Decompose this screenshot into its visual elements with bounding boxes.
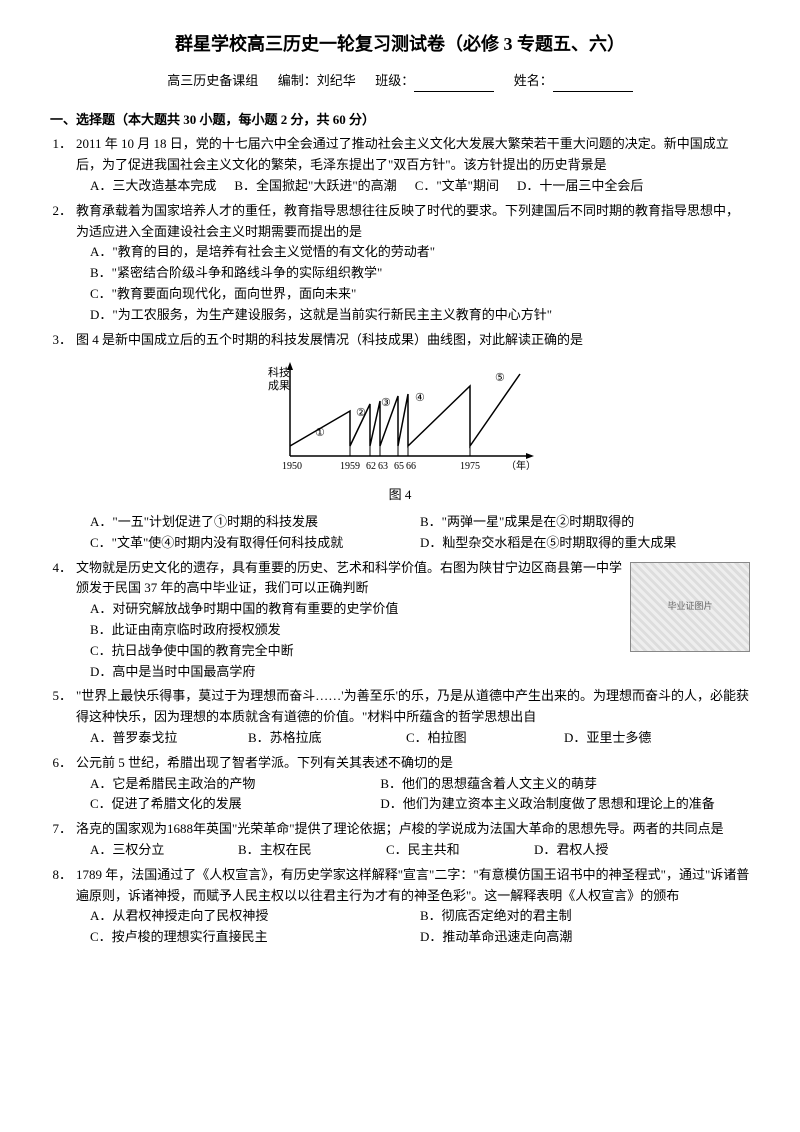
q2-text: 教育承载着为国家培养人才的重任，教育指导思想往往反映了时代的要求。下列建国后不同… <box>76 203 739 239</box>
q5-options: A．普罗泰戈拉 B．苏格拉底 C．柏拉图 D．亚里士多德 <box>50 728 750 749</box>
name-blank <box>553 78 633 92</box>
q3-opt-c: C．"文革"使④时期内没有取得任何科技成就 <box>90 533 420 554</box>
q8-num: 8． <box>50 865 72 886</box>
question-8: 8． 1789 年，法国通过了《人权宣言》，有历史学家这样解释"宣言"二字："有… <box>50 865 750 948</box>
seg-1: ① <box>315 427 325 439</box>
q2-opt-d: D．"为工农服务，为生产建设服务，这就是当前实行新民主主义教育的中心方针" <box>90 305 750 326</box>
seg-4: ④ <box>415 392 425 404</box>
xt-year: （年） <box>506 459 536 472</box>
question-7: 7． 洛克的国家观为1688年英国"光荣革命"提供了理论依据；卢梭的学说成为法国… <box>50 819 750 861</box>
q1-opt-b: B．全国掀起"大跃进"的高潮 <box>234 176 396 197</box>
q8-opt-c: C．按卢梭的理想实行直接民主 <box>90 927 420 948</box>
q6-opt-a: A．它是希腊民主政治的产物 <box>90 774 380 795</box>
q7-num: 7． <box>50 819 72 840</box>
q2-options: A．"教育的目的，是培养有社会主义觉悟的有文化的劳动者" B．"紧密结合阶级斗争… <box>50 242 750 325</box>
q3-num: 3． <box>50 330 72 351</box>
xt-63: 63 <box>378 461 388 472</box>
subtitle-row: 高三历史备课组 编制：刘纪华 班级： 姓名： <box>50 71 750 92</box>
question-3: 3． 图 4 是新中国成立后的五个时期的科技发展情况（科技成果）曲线图，对此解读… <box>50 330 750 554</box>
xt-62: 62 <box>366 461 376 472</box>
diploma-placeholder: 毕业证图片 <box>667 599 712 613</box>
q6-options: A．它是希腊民主政治的产物 B．他们的思想蕴含着人文主义的萌芽 C．促进了希腊文… <box>50 774 750 816</box>
q3-chart: 科技 成果 ① ② ③ ④ ⑤ 1950 1959 62 63 65 66 19… <box>50 356 750 506</box>
q2-opt-b: B．"紧密结合阶级斗争和路线斗争的实际组织教学" <box>90 263 750 284</box>
q4-text: 文物就是历史文化的遗存，具有重要的历史、艺术和科学价值。右图为陕甘宁边区商县第一… <box>76 560 622 596</box>
editor-name: 刘纪华 <box>317 73 356 88</box>
q3-options: A．"一五"计划促进了①时期的科技发展 B．"两弹一星"成果是在②时期取得的 C… <box>50 512 750 554</box>
class-blank <box>414 78 494 92</box>
section-1-header: 一、选择题（本大题共 30 小题，每小题 2 分，共 60 分） <box>50 110 750 131</box>
editor-label: 编制： <box>278 73 317 88</box>
q1-num: 1． <box>50 134 72 155</box>
y-label-2: 成果 <box>268 379 290 392</box>
q8-opt-b: B．彻底否定绝对的君主制 <box>420 906 750 927</box>
q1-opt-a: A．三大改造基本完成 <box>90 176 216 197</box>
q1-options: A．三大改造基本完成 B．全国掀起"大跃进"的高潮 C．"文革"期间 D．十一届… <box>50 176 750 197</box>
question-4: 毕业证图片 4． 文物就是历史文化的遗存，具有重要的历史、艺术和科学价值。右图为… <box>50 558 750 683</box>
q7-opt-d: D．君权人授 <box>534 840 664 861</box>
xt-66: 66 <box>406 461 416 472</box>
q8-opt-d: D．推动革命迅速走向高潮 <box>420 927 750 948</box>
q7-options: A．三权分立 B．主权在民 C．民主共和 D．君权人授 <box>50 840 750 861</box>
q7-opt-a: A．三权分立 <box>90 840 220 861</box>
xt-1959: 1959 <box>340 461 360 472</box>
q6-opt-c: C．促进了希腊文化的发展 <box>90 794 380 815</box>
q8-text: 1789 年，法国通过了《人权宣言》，有历史学家这样解释"宣言"二字："有意模仿… <box>76 867 749 903</box>
seg-3: ③ <box>381 397 391 409</box>
q7-opt-b: B．主权在民 <box>238 840 368 861</box>
q4-opt-d: D．高中是当时中国最高学府 <box>90 662 750 683</box>
q5-opt-c: C．柏拉图 <box>406 728 546 749</box>
q5-num: 5． <box>50 686 72 707</box>
q6-num: 6． <box>50 753 72 774</box>
q1-text: 2011 年 10 月 18 日，党的十七届六中全会通过了推动社会主义文化大发展… <box>76 136 729 172</box>
q1-opt-d: D．十一届三中全会后 <box>517 176 643 197</box>
name-label: 姓名： <box>514 73 553 88</box>
q2-num: 2． <box>50 201 72 222</box>
q5-opt-d: D．亚里士多德 <box>564 728 704 749</box>
q6-opt-b: B．他们的思想蕴含着人文主义的萌芽 <box>380 774 750 795</box>
q8-opt-a: A．从君权神授走向了民权神授 <box>90 906 420 927</box>
question-1: 1． 2011 年 10 月 18 日，党的十七届六中全会通过了推动社会主义文化… <box>50 134 750 196</box>
xt-1975: 1975 <box>460 461 480 472</box>
page-title: 群星学校高三历史一轮复习测试卷（必修 3 专题五、六） <box>50 30 750 59</box>
y-label-1: 科技 <box>268 365 290 379</box>
q7-opt-c: C．民主共和 <box>386 840 516 861</box>
seg-2: ② <box>356 407 366 419</box>
question-6: 6． 公元前 5 世纪，希腊出现了智者学派。下列有关其表述不确切的是 A．它是希… <box>50 753 750 815</box>
q1-opt-c: C．"文革"期间 <box>415 176 499 197</box>
xt-1950: 1950 <box>282 461 302 472</box>
q3-text: 图 4 是新中国成立后的五个时期的科技发展情况（科技成果）曲线图，对此解读正确的… <box>76 332 583 347</box>
class-label: 班级： <box>375 73 414 88</box>
q3-opt-d: D．籼型杂交水稻是在⑤时期取得的重大成果 <box>420 533 750 554</box>
seg-5: ⑤ <box>495 372 505 384</box>
tech-chart-svg: 科技 成果 ① ② ③ ④ ⑤ 1950 1959 62 63 65 66 19… <box>260 356 540 476</box>
q2-opt-c: C．"教育要面向现代化，面向世界，面向未来" <box>90 284 750 305</box>
q7-text: 洛克的国家观为1688年英国"光荣革命"提供了理论依据；卢梭的学说成为法国大革命… <box>76 821 724 836</box>
q4-num: 4． <box>50 558 72 579</box>
q2-opt-a: A．"教育的目的，是培养有社会主义觉悟的有文化的劳动者" <box>90 242 750 263</box>
question-2: 2． 教育承载着为国家培养人才的重任，教育指导思想往往反映了时代的要求。下列建国… <box>50 201 750 326</box>
question-5: 5． "世界上最快乐得事，莫过于为理想而奋斗……'为善至乐'的乐，乃是从道德中产… <box>50 686 750 748</box>
q5-text: "世界上最快乐得事，莫过于为理想而奋斗……'为善至乐'的乐，乃是从道德中产生出来… <box>76 688 749 724</box>
q6-opt-d: D．他们为建立资本主义政治制度做了思想和理论上的准备 <box>380 794 750 815</box>
q6-text: 公元前 5 世纪，希腊出现了智者学派。下列有关其表述不确切的是 <box>76 755 453 770</box>
chart-caption: 图 4 <box>50 485 750 506</box>
q8-options: A．从君权神授走向了民权神授 B．彻底否定绝对的君主制 C．按卢梭的理想实行直接… <box>50 906 750 948</box>
q5-opt-a: A．普罗泰戈拉 <box>90 728 230 749</box>
xt-65: 65 <box>394 461 404 472</box>
q3-opt-a: A．"一五"计划促进了①时期的科技发展 <box>90 512 420 533</box>
q3-opt-b: B．"两弹一星"成果是在②时期取得的 <box>420 512 750 533</box>
q5-opt-b: B．苏格拉底 <box>248 728 388 749</box>
group-label: 高三历史备课组 <box>167 73 258 88</box>
